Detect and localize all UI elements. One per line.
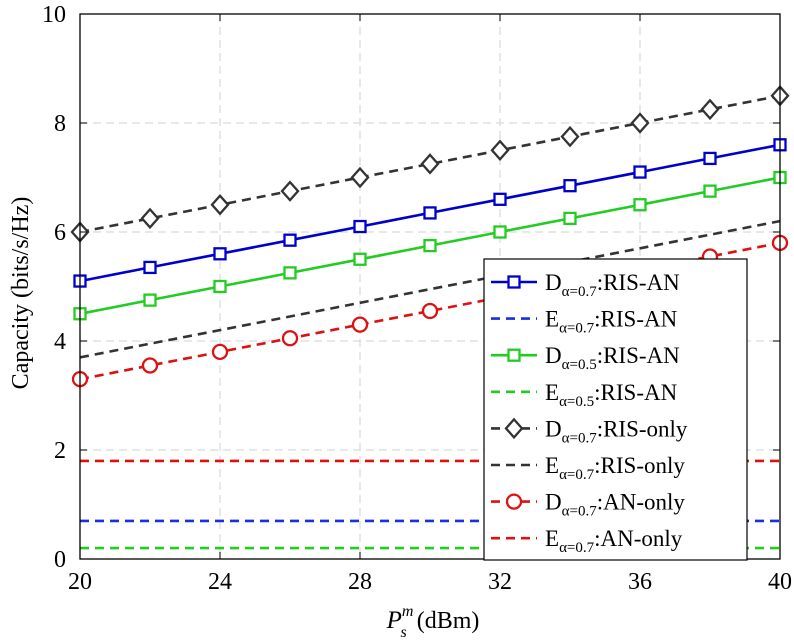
legend-entry-4: Dα=0.7:RIS-only	[545, 416, 688, 446]
legend-name: D	[545, 490, 562, 515]
legend-entry-0: Dα=0.7:RIS-AN	[545, 270, 680, 300]
y-tick-label: 6	[54, 220, 66, 246]
legend: Dα=0.7:RIS-ANEα=0.7:RIS-ANDα=0.5:RIS-ANE…	[483, 258, 748, 561]
legend-suffix: :RIS-AN	[597, 343, 680, 368]
data-point-series-2	[493, 225, 507, 239]
x-tick-label: 28	[348, 569, 372, 595]
data-point-series-0	[353, 219, 367, 234]
y-tick-label: 8	[54, 111, 66, 137]
x-tick-label: 36	[628, 569, 652, 595]
legend-suffix: :AN-only	[597, 490, 686, 515]
legend-entry-2: Dα=0.5:RIS-AN	[545, 343, 680, 373]
y-tick-label: 4	[54, 329, 66, 355]
legend-subscript: α=0.5	[559, 394, 594, 410]
legend-name: D	[545, 343, 562, 368]
x-tick-label: 40	[768, 569, 792, 595]
data-point-series-6	[281, 330, 299, 347]
legend-subscript: α=0.5	[562, 357, 597, 373]
data-point-series-6	[211, 343, 229, 361]
legend-name: E	[545, 453, 559, 478]
data-point-series-0	[703, 151, 717, 166]
data-point-series-0	[143, 260, 157, 275]
data-point-series-0	[493, 192, 507, 206]
data-point-series-2	[563, 211, 577, 226]
legend-name: E	[545, 380, 559, 405]
legend-entry-5: Eα=0.7:RIS-only	[545, 453, 685, 483]
data-point-series-2	[703, 184, 717, 198]
data-point-series-2	[423, 238, 437, 253]
data-point-series-2	[633, 198, 647, 212]
data-point-series-4	[630, 112, 650, 134]
data-point-series-2	[353, 252, 367, 266]
legend-suffix: :RIS-only	[594, 453, 685, 478]
legend-name: D	[545, 416, 562, 441]
legend-entry-3: Eα=0.5:RIS-AN	[545, 380, 678, 410]
x-axis-unit: (dBm)	[417, 608, 480, 634]
legend-suffix: :RIS-AN	[594, 307, 677, 332]
legend-marker-4	[504, 417, 524, 440]
data-point-series-0	[563, 179, 577, 193]
legend-marker-6	[505, 493, 523, 510]
data-point-series-2	[283, 266, 297, 280]
legend-subscript: α=0.7	[562, 430, 598, 446]
legend-suffix: :AN-only	[594, 526, 683, 551]
data-point-series-4	[350, 166, 370, 189]
x-axis-label: Pm s (dBm)	[386, 603, 480, 640]
data-point-series-4	[210, 194, 230, 216]
legend-subscript: α=0.7	[562, 504, 598, 520]
data-point-series-4	[140, 207, 160, 230]
legend-suffix: :RIS-AN	[597, 270, 680, 295]
data-point-series-6	[421, 302, 439, 320]
x-tick-label: 24	[208, 569, 232, 595]
legend-name: D	[545, 270, 562, 295]
x-axis-superscript: m	[402, 603, 414, 620]
data-point-series-4	[420, 153, 440, 175]
legend-marker-2	[507, 348, 521, 362]
y-tick-label: 2	[54, 438, 66, 464]
legend-subscript: α=0.7	[562, 284, 598, 300]
plot-area	[79, 13, 781, 560]
legend-name: E	[545, 307, 559, 332]
legend-suffix: :RIS-only	[597, 416, 688, 441]
legend-subscript: α=0.7	[559, 467, 595, 483]
data-point-series-4	[490, 139, 510, 161]
data-point-series-4	[700, 98, 720, 121]
data-point-series-0	[633, 165, 647, 179]
legend-name: E	[545, 526, 559, 551]
data-point-series-4	[560, 125, 580, 148]
legend-suffix: :RIS-AN	[594, 380, 677, 405]
data-point-series-0	[283, 233, 297, 247]
x-axis-subscript: s	[400, 624, 406, 640]
x-tick-label: 32	[488, 569, 512, 595]
y-axis-label: Capacity (bits/s/Hz)	[8, 197, 34, 390]
x-tick-label: 20	[68, 569, 92, 595]
legend-entry-7: Eα=0.7:AN-only	[545, 526, 683, 556]
x-axis-symbol: P	[386, 607, 402, 634]
data-point-series-0	[423, 206, 437, 220]
y-tick-label: 10	[42, 2, 66, 28]
data-point-series-0	[213, 247, 227, 261]
legend-entry-6: Dα=0.7:AN-only	[545, 490, 685, 520]
data-point-series-4	[280, 180, 300, 202]
data-point-series-6	[351, 316, 369, 333]
data-point-series-2	[143, 293, 157, 307]
legend-marker-0	[507, 275, 521, 289]
legend-subscript: α=0.7	[559, 540, 595, 556]
data-point-series-6	[141, 357, 159, 374]
data-point-series-2	[213, 279, 227, 294]
legend-entry-1: Eα=0.7:RIS-AN	[545, 307, 678, 337]
legend-box	[483, 258, 748, 561]
legend-subscript: α=0.7	[559, 321, 595, 337]
y-tick-label: 0	[54, 547, 66, 573]
